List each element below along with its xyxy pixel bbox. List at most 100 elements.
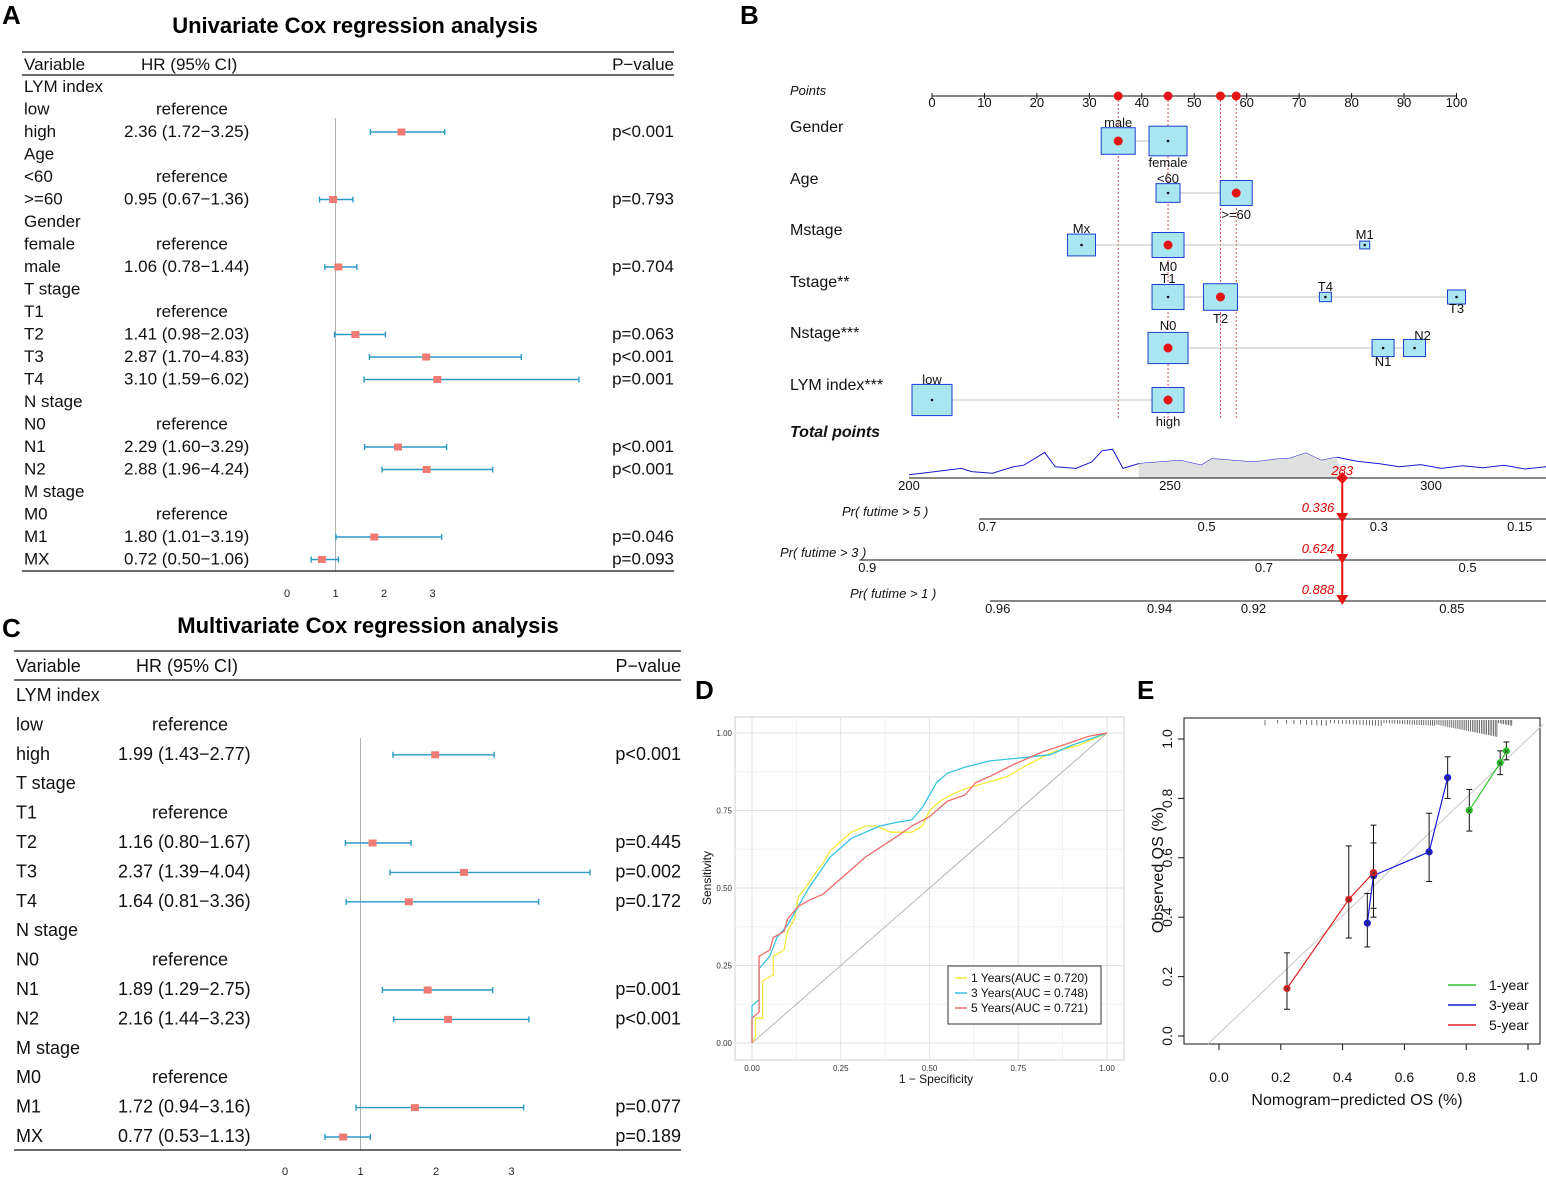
row-label: LYM index — [16, 685, 100, 705]
level-dot — [1455, 295, 1458, 299]
level-label: high — [1156, 414, 1181, 429]
legend-entry: 1 Years(AUC = 0.720) — [971, 971, 1088, 985]
points-tick-label: 60 — [1239, 95, 1253, 110]
panel-label-e: E — [1137, 675, 1154, 705]
row-label: N1 — [24, 437, 46, 456]
row-pvalue: p=0.077 — [615, 1097, 681, 1117]
roc-curve-plot: 0.00 0.00 0.25 0.25 0.50 0.50 0.75 0.75 1.00 1.00… — [700, 716, 1125, 1086]
probability-tick-label: 0.3 — [1370, 519, 1388, 534]
row-label: M stage — [16, 1038, 80, 1058]
level-label: T2 — [1213, 311, 1228, 326]
row-hr-text: 1.06 (0.78−1.44) — [124, 257, 249, 276]
hr-point — [334, 263, 343, 271]
row-pvalue: p=0.002 — [615, 861, 681, 881]
nomogram: Points 0 10 20 30 40 50 60 70 80 90 100 Gender male fe… — [780, 83, 1546, 616]
row-pvalue: p<0.001 — [612, 122, 674, 141]
row-pvalue: p<0.001 — [615, 744, 681, 764]
row-pvalue: p=0.046 — [612, 527, 674, 546]
level-dot — [1166, 295, 1170, 299]
row-hr-text: 1.16 (0.80−1.67) — [118, 832, 251, 852]
level-label: N0 — [1160, 318, 1177, 333]
x-tick-label: 0.25 — [833, 1064, 849, 1073]
selected-point-dot — [1163, 91, 1173, 101]
row-hr-text: reference — [156, 100, 228, 119]
row-label: high — [16, 744, 50, 764]
points-tick-label: 20 — [1030, 95, 1044, 110]
row-label: M stage — [24, 482, 84, 501]
row-label: T3 — [16, 861, 37, 881]
row-label: M1 — [16, 1097, 41, 1117]
legend-entry: 3 Years(AUC = 0.748) — [971, 986, 1088, 1000]
points-tick-label: 10 — [977, 95, 991, 110]
row-label: T2 — [16, 832, 37, 852]
hr-point — [459, 868, 468, 876]
row-label: high — [24, 122, 56, 141]
row-hr-text: 0.95 (0.67−1.36) — [124, 190, 249, 209]
calibration-point-marker: × — [1365, 919, 1370, 929]
probability-tick-label: 0.92 — [1241, 601, 1266, 616]
probability-label: Pr( futime > 1 ) — [850, 586, 936, 601]
multivariate-forest-plot: Multivariate Cox regression analysis Vari… — [14, 613, 681, 1178]
calibration-series-line — [1286, 872, 1374, 989]
variable-name: Nstage*** — [790, 325, 859, 342]
row-label: N stage — [24, 392, 83, 411]
level-label: female — [1149, 155, 1188, 170]
calibration-point-marker: × — [1445, 773, 1450, 783]
row-hr-text: reference — [156, 235, 228, 254]
row-pvalue: p<0.001 — [612, 437, 674, 456]
probability-tick-label: 0.15 — [1507, 519, 1532, 534]
roc-series-line — [751, 732, 1108, 1044]
legend-box — [947, 965, 1102, 1025]
selected-point-dot — [1231, 91, 1241, 101]
row-hr-text: reference — [156, 302, 228, 321]
calibration-point — [1496, 759, 1504, 767]
points-tick-label: 100 — [1446, 95, 1468, 110]
row-label: >=60 — [24, 190, 63, 209]
probability-tick-label: 0.94 — [1147, 601, 1172, 616]
row-pvalue: p=0.001 — [612, 370, 674, 389]
row-hr-text: 2.87 (1.70−4.83) — [124, 347, 249, 366]
axis-tick-label: 2 — [381, 588, 387, 600]
probability-arrow — [1336, 554, 1349, 564]
points-tick-label: 70 — [1292, 95, 1306, 110]
calibration-point — [1369, 869, 1378, 877]
points-tick-label: 50 — [1187, 95, 1201, 110]
panel-label-a: A — [2, 0, 21, 30]
axis-tick-label: 3 — [429, 588, 435, 600]
row-label: T1 — [16, 803, 37, 823]
x-tick-label: 1.0 — [1518, 1069, 1538, 1085]
calibration-point — [1425, 848, 1433, 856]
level-selected-dot — [1163, 395, 1173, 405]
level-label: male — [1104, 115, 1132, 130]
calibration-point — [1363, 919, 1371, 927]
level-label: >=60 — [1221, 207, 1251, 222]
x-tick-label: 0.6 — [1395, 1069, 1415, 1085]
points-tick-label: 80 — [1344, 95, 1358, 110]
row-hr-text: 3.10 (1.59−6.02) — [124, 370, 249, 389]
row-hr-text: 2.16 (1.44−3.23) — [118, 1008, 251, 1028]
probability-value: 0.888 — [1302, 582, 1335, 597]
probability-arrow — [1336, 513, 1349, 523]
y-tick-label: 1.0 — [1159, 729, 1175, 749]
probability-tick-label: 0.96 — [985, 601, 1010, 616]
univariate-forest-plot: Univariate Cox regression analysis Variab… — [22, 13, 674, 600]
row-hr-text: 1.64 (0.81−3.36) — [118, 891, 251, 911]
hr-point — [351, 331, 360, 338]
level-label: M1 — [1356, 227, 1374, 242]
header-variable: Variable — [24, 55, 85, 74]
row-label: male — [24, 257, 61, 276]
level-label: <60 — [1157, 171, 1179, 186]
row-hr-text: reference — [156, 415, 228, 434]
header-pvalue: P−value — [615, 656, 681, 676]
row-hr-text: 2.37 (1.39−4.04) — [118, 861, 251, 881]
total-tick-label: 200 — [898, 478, 920, 493]
probability-label: Pr( futime > 3 ) — [780, 545, 866, 560]
calibration-point-marker: × — [1467, 806, 1472, 816]
probability-value: 0.336 — [1302, 500, 1335, 515]
hr-point — [410, 1104, 419, 1112]
hr-point — [423, 986, 432, 994]
level-box — [911, 383, 953, 417]
row-hr-text: 1.80 (1.01−3.19) — [124, 527, 249, 546]
row-hr-text: reference — [152, 950, 228, 970]
